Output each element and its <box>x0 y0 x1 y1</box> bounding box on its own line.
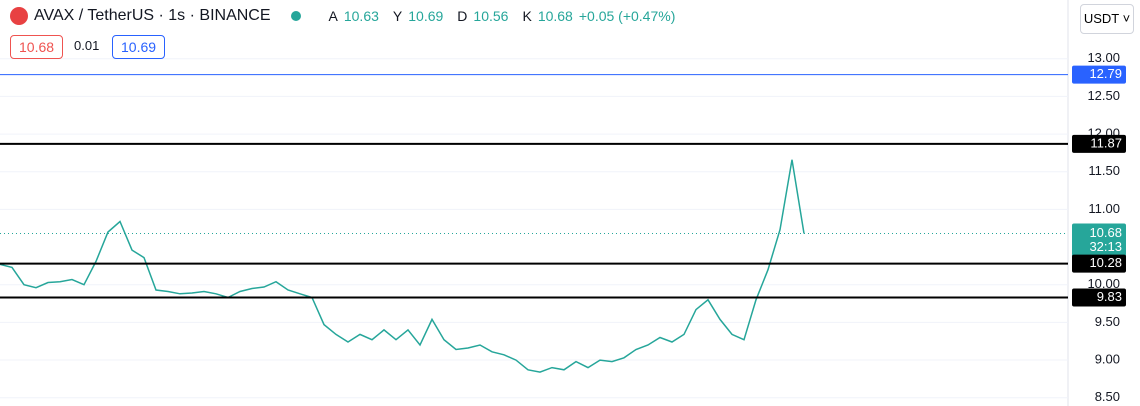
y-tick-label: 8.50 <box>1095 389 1120 404</box>
price-level-label: 12.79 <box>1089 66 1122 81</box>
currency-dropdown[interactable]: USDT ˅ <box>1080 4 1134 34</box>
price-level-box <box>1072 288 1126 307</box>
countdown: 32:13 <box>1089 239 1122 254</box>
last-price-box <box>1072 223 1126 258</box>
y-tick-label: 10.00 <box>1087 276 1120 291</box>
ohlc-key: A <box>328 8 338 24</box>
price-level-label: 10.28 <box>1089 255 1122 270</box>
y-tick-label: 11.50 <box>1088 163 1120 178</box>
price-level-label: 9.83 <box>1097 289 1122 304</box>
price-level-label: 11.87 <box>1090 135 1122 150</box>
y-tick-label: 9.50 <box>1095 314 1120 329</box>
y-tick-label: 13.00 <box>1087 50 1120 65</box>
ohlc-key: Y <box>392 8 403 24</box>
ohlc-value: 10.69 <box>408 8 444 24</box>
price-line <box>0 159 805 373</box>
y-tick-label: 9.00 <box>1095 351 1120 366</box>
y-tick-label: 12.50 <box>1087 88 1120 103</box>
ohlc-value: 10.68 <box>537 8 573 24</box>
price-level-box <box>1072 134 1126 153</box>
ask-button[interactable]: 10.69 <box>112 35 166 59</box>
last-price-label: 10.68 <box>1089 225 1122 240</box>
spread: 0.01 <box>74 38 100 53</box>
price-level-box <box>1072 254 1126 273</box>
bid-button[interactable]: 10.68 <box>10 35 64 59</box>
status-dot <box>290 11 301 21</box>
symbol-icon <box>10 7 28 25</box>
y-tick-label: 11.00 <box>1088 201 1120 216</box>
ohlc-key: D <box>457 8 468 24</box>
price-level-box <box>1072 65 1126 84</box>
ohlc-value: 10.56 <box>473 8 509 24</box>
change: +0.05 (+0.47%) <box>578 8 676 24</box>
symbol[interactable]: AVAX / TetherUS · 1s · BINANCE <box>34 7 271 24</box>
ohlc-value: 10.63 <box>343 8 379 24</box>
ohlc-key: K <box>522 8 532 24</box>
currency: USDT <box>1083 11 1119 26</box>
